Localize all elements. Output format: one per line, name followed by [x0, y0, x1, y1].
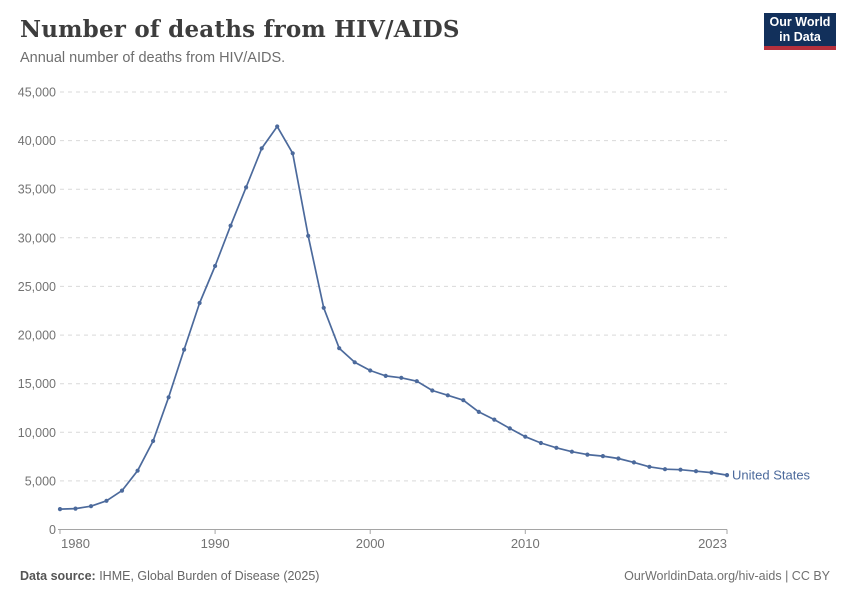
data-point[interactable]: [135, 468, 140, 473]
data-point[interactable]: [244, 185, 249, 190]
data-point[interactable]: [507, 426, 512, 431]
data-point[interactable]: [88, 504, 94, 509]
data-point[interactable]: [352, 360, 357, 365]
data-point[interactable]: [228, 223, 233, 228]
data-point[interactable]: [430, 388, 435, 393]
data-point[interactable]: [693, 469, 699, 474]
data-point[interactable]: [197, 300, 202, 306]
data-point[interactable]: [290, 151, 295, 156]
data-source-value: IHME, Global Burden of Disease (2025): [95, 569, 320, 583]
owid-logo-line1: Our World: [769, 14, 831, 29]
data-point[interactable]: [538, 440, 544, 446]
data-point[interactable]: [476, 409, 481, 414]
data-point[interactable]: [600, 454, 606, 459]
x-axis-tick-label: 2000: [356, 536, 385, 551]
data-point[interactable]: [306, 233, 311, 238]
data-point[interactable]: [368, 368, 373, 373]
data-point[interactable]: [383, 373, 388, 378]
license-label: CC BY: [791, 569, 830, 583]
data-point[interactable]: [166, 395, 171, 400]
data-point[interactable]: [554, 445, 559, 450]
page-subtitle: Annual number of deaths from HIV/AIDS.: [20, 50, 286, 66]
attribution: OurWorldinData.org/hiv-aids | CC BY: [624, 569, 830, 583]
data-point[interactable]: [259, 146, 264, 151]
y-axis-tick-label: 10,000: [18, 426, 56, 440]
x-axis-tick-label: 2010: [511, 536, 540, 551]
data-point[interactable]: [724, 473, 730, 478]
data-point[interactable]: [151, 438, 156, 444]
owid-logo-line2: in Data: [779, 29, 821, 44]
data-point[interactable]: [585, 452, 590, 457]
data-point[interactable]: [119, 488, 125, 493]
data-source-note: Data source: IHME, Global Burden of Dise…: [20, 569, 319, 583]
y-axis-tick-label: 5,000: [25, 474, 56, 488]
data-point[interactable]: [337, 346, 342, 351]
y-axis-tick-label: 15,000: [18, 377, 56, 391]
data-point[interactable]: [182, 347, 187, 352]
owid-url-link[interactable]: OurWorldinData.org/hiv-aids: [624, 569, 782, 583]
y-axis-tick-label: 25,000: [18, 280, 56, 294]
y-axis-tick-label: 35,000: [18, 183, 56, 197]
data-point[interactable]: [523, 434, 528, 439]
y-axis-tick-label: 40,000: [18, 134, 56, 148]
data-point[interactable]: [461, 398, 466, 403]
y-axis-tick-label: 0: [49, 523, 56, 537]
y-axis-tick-label: 30,000: [18, 231, 56, 245]
data-point[interactable]: [57, 507, 63, 512]
x-axis-tick-label: 2023: [698, 536, 727, 551]
y-axis-tick-label: 20,000: [18, 329, 56, 343]
data-point[interactable]: [445, 393, 450, 398]
data-point[interactable]: [213, 263, 218, 269]
data-point[interactable]: [321, 305, 326, 310]
page-title: Number of deaths from HIV/AIDS: [20, 16, 460, 43]
data-point[interactable]: [104, 498, 109, 503]
x-axis-tick-label: 1990: [201, 536, 230, 551]
y-axis-tick-label: 45,000: [18, 86, 56, 100]
data-point[interactable]: [647, 464, 652, 469]
data-point[interactable]: [631, 460, 637, 465]
data-point[interactable]: [662, 467, 668, 472]
data-point[interactable]: [275, 124, 280, 129]
series-end-label-united-states[interactable]: United States: [732, 468, 811, 483]
data-source-label: Data source:: [20, 569, 96, 583]
attribution-separator: |: [781, 569, 792, 583]
x-axis-tick-label: 1980: [61, 536, 90, 551]
data-point[interactable]: [399, 375, 404, 380]
data-point[interactable]: [678, 467, 683, 472]
data-point[interactable]: [709, 470, 714, 475]
data-point[interactable]: [492, 417, 497, 422]
data-point[interactable]: [569, 449, 575, 454]
data-point[interactable]: [73, 506, 78, 511]
series-line-united-states[interactable]: [59, 125, 728, 510]
owid-logo[interactable]: Our World in Data: [764, 13, 836, 50]
data-point[interactable]: [616, 456, 621, 461]
data-point[interactable]: [414, 379, 419, 384]
